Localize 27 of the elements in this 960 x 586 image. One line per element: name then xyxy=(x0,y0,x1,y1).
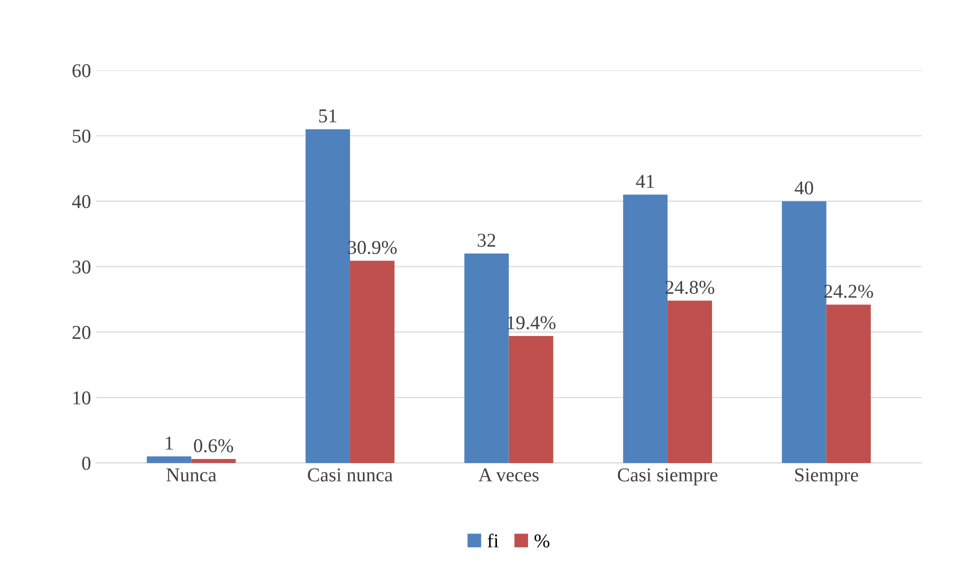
x-tick-label: Casi siempre xyxy=(618,468,718,486)
y-tick-label: 40 xyxy=(72,195,90,208)
x-tick-label: A veces xyxy=(478,468,539,482)
bar xyxy=(826,304,871,463)
bar xyxy=(464,254,509,463)
y-tick-label: 50 xyxy=(72,130,90,143)
data-label: 40 xyxy=(794,181,814,194)
data-label: 41 xyxy=(636,174,654,188)
data-label: 1 xyxy=(166,436,173,450)
legend-label: fi xyxy=(488,534,498,548)
y-tick-label: 10 xyxy=(73,391,90,404)
y-tick-label: 30 xyxy=(72,260,90,274)
y-tick-label: 20 xyxy=(72,326,90,340)
bar xyxy=(146,456,192,463)
data-label: 0.6% xyxy=(194,439,234,452)
legend-label: % xyxy=(534,534,550,548)
x-tick-label: Casi nunca xyxy=(308,468,393,482)
bar xyxy=(508,336,554,463)
data-label: 32 xyxy=(478,234,496,247)
bar xyxy=(350,260,394,463)
x-tick-label: Nunca xyxy=(166,468,216,482)
x-tick-label: Siempre xyxy=(795,468,858,486)
bar xyxy=(668,300,712,463)
y-tick-label: 0 xyxy=(82,456,90,470)
data-label: 51 xyxy=(319,109,336,122)
y-tick-label: 60 xyxy=(72,64,90,78)
bar xyxy=(191,459,236,463)
